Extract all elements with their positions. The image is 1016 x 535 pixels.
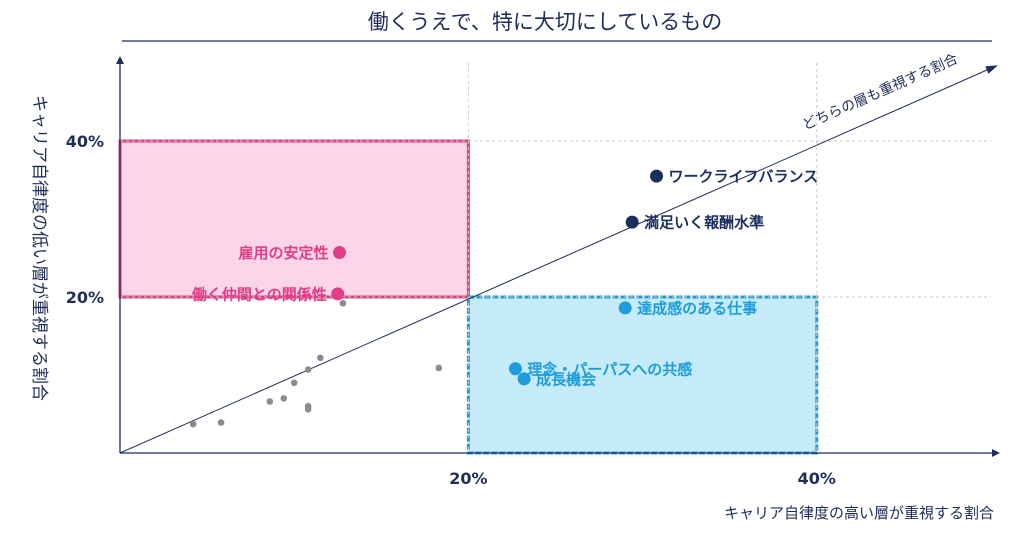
point-label: 雇用の安定性 <box>238 244 328 262</box>
tick-labels: 20% 40% 20% 40% <box>66 132 836 488</box>
labeled-data-point <box>508 362 522 376</box>
data-point <box>266 398 274 405</box>
y-tick-label: 40% <box>66 132 104 151</box>
data-point <box>435 364 443 372</box>
data-point <box>280 395 288 402</box>
y-axis-arrow <box>116 56 124 64</box>
data-point <box>189 420 197 428</box>
data-point <box>217 419 225 426</box>
data-point <box>290 379 298 387</box>
data-point <box>339 299 347 307</box>
x-axis-arrow <box>992 449 1000 457</box>
point-label: 理念・パーパスへの共感 <box>527 360 692 378</box>
point-label: ワークライフバランス <box>669 168 819 186</box>
labeled-data-point <box>625 215 639 229</box>
data-points: ワークライフバランス満足いく報酬水準雇用の安定性働く仲間との関係性達成感のある仕… <box>189 168 819 428</box>
y-tick-label: 20% <box>66 288 104 307</box>
labeled-data-point <box>331 287 345 301</box>
y-axis-label: キャリア自律度の低い層が重視する割合 <box>29 95 49 401</box>
grid-lines <box>120 63 991 453</box>
data-point <box>304 402 312 410</box>
x-tick-label: 20% <box>449 469 487 488</box>
point-label: 成長機会 <box>536 370 596 388</box>
labeled-data-point <box>517 372 531 386</box>
diagonal-line <box>119 65 997 454</box>
pink-region-box <box>118 139 470 299</box>
x-axis-label: キャリア自律度の高い層が重視する割合 <box>724 504 994 522</box>
labeled-data-point <box>650 169 664 183</box>
point-label: 達成感のある仕事 <box>637 299 757 317</box>
point-label: 働く仲間との関係性 <box>191 285 327 303</box>
labeled-data-point <box>618 301 632 315</box>
data-point <box>304 366 312 373</box>
labeled-data-point <box>332 246 346 260</box>
chart-title: 働くうえで、特に大切にしているもの <box>368 10 722 34</box>
x-tick-label: 40% <box>798 469 836 488</box>
data-point <box>317 354 324 362</box>
point-label: 満足いく報酬水準 <box>644 214 764 232</box>
diagonal-arrow <box>985 65 998 74</box>
